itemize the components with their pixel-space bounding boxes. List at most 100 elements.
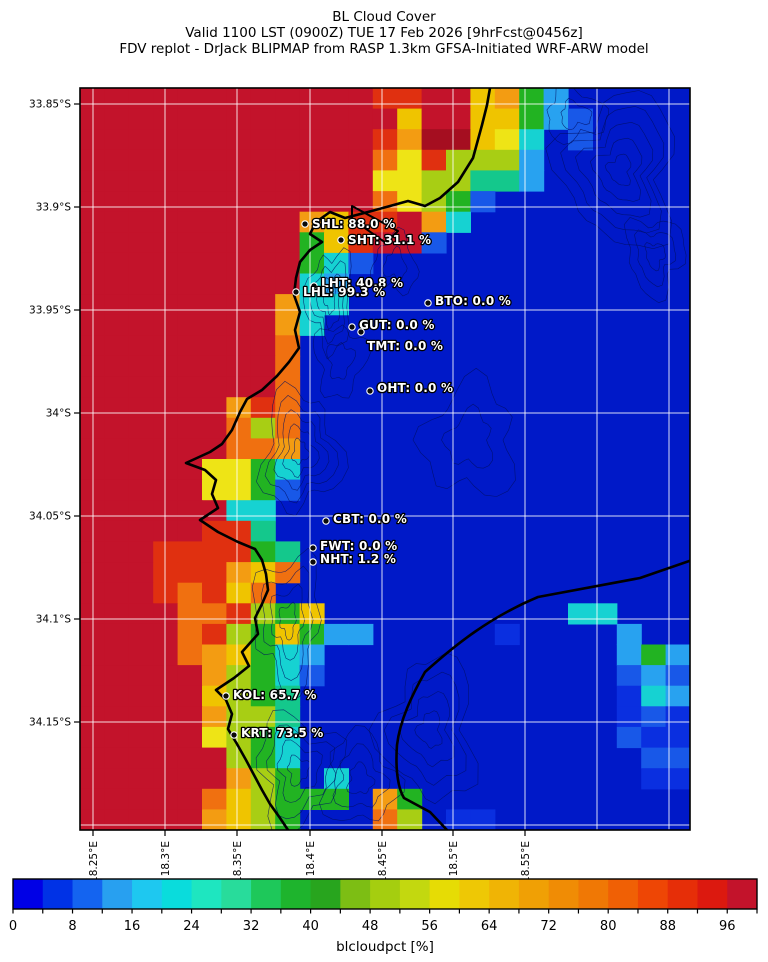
terrain-contour [260,565,314,681]
grid-cell [104,562,130,584]
grid-cell [202,623,227,646]
grid-cell [324,788,349,810]
grid-cell [153,397,179,419]
grid-cell [226,355,252,378]
grid-cell [250,129,276,151]
grid-cell [348,88,374,110]
grid-cell [104,520,130,542]
grid-cell [128,768,154,790]
grid-cell [202,726,227,749]
grid-cell [372,788,398,810]
grid-cell [202,252,227,275]
grid-cell [299,149,325,171]
terrain-contour [312,324,372,399]
grid-cell [104,500,130,522]
grid-cell [226,417,252,439]
x-tick-label: 18.4°E [305,841,317,876]
grid-cell [153,809,179,830]
grid-cell [177,314,203,336]
grid-cell [202,211,227,233]
grid-cell [641,747,667,769]
grid-cell [153,232,179,254]
grid-cell [372,108,398,130]
grid-cell [275,562,301,584]
grid-cell [397,149,423,171]
grid-cell [202,335,227,357]
grid-cell [202,397,227,419]
grid-cell [177,706,203,728]
terrain-contour [326,342,357,380]
grid-cell [226,129,252,151]
station-dot-FWT [309,544,317,552]
grid-cell [226,335,252,357]
y-tick-label: 34.1°S [36,614,72,626]
grid-cell [128,809,154,830]
grid-cell [128,706,154,728]
grid-cell [299,108,325,130]
grid-cell [348,623,374,646]
station-dot-GUT [348,323,356,331]
grid-cell [421,108,447,130]
grid-cell [226,273,252,295]
grid-cell [202,603,227,625]
map-frame [79,87,691,831]
station-label-SHT: SHT: 31.1 % [348,233,431,247]
grid-cell [226,788,252,810]
grid-cell [665,768,690,790]
grid-cell [177,355,203,378]
grid-cell [177,809,203,830]
x-tick-label: 18.5°E [448,841,460,876]
grid-cell [104,706,130,728]
grid-cell [641,726,667,749]
grid-cell [324,623,349,646]
grid-cell [128,726,154,749]
grid-cell [421,211,447,233]
grid-cell [275,603,301,625]
grid-cell [202,149,227,171]
grid-cell [494,88,520,110]
grid-cell [226,479,252,501]
grid-cell [128,582,154,604]
colorbar-segment [637,879,669,909]
grid-cell [104,314,130,336]
terrain-contour [589,137,643,202]
grid-cell [568,129,593,151]
grid-cell [250,520,276,542]
grid-cell [397,170,423,192]
grid-cell [275,397,301,419]
grid-cell [397,108,423,130]
grid-cell [250,541,276,563]
grid-cell [275,479,301,501]
grid-cell [275,438,301,460]
grid-cell [153,665,179,687]
y-tick-label: 33.9°S [36,202,72,214]
grid-cell [275,335,301,357]
grid-cell [104,603,130,625]
grid-cell [641,706,667,728]
grid-cell [104,211,130,233]
grid-cell [446,191,471,213]
colorbar-segment [221,879,252,909]
colorbar-tick-label: 88 [659,919,676,934]
terrain-contour [316,273,341,330]
grid-cell [177,149,203,171]
grid-cell [202,582,227,604]
station-labels: SHL: 88.0 % SHT: 31.1 % LHT: 40.8 %LHL: 99… [222,216,512,741]
colorbar-segment [727,879,758,909]
grid-cell [104,582,130,604]
grid-cell [421,149,447,171]
grid-cell [226,500,252,522]
colorbar-segment [399,879,431,909]
grid-cell [202,541,227,563]
grid-cell [153,252,179,275]
grid-cell [104,685,130,707]
colorbar-tick-label: 32 [243,919,260,934]
terrain-contour [269,583,306,661]
grid-cell [128,232,154,254]
grid-cell [153,479,179,501]
grid-cell [104,768,130,790]
colorbar-segment [42,879,74,909]
grid-cell [177,603,203,625]
grid-cell [275,129,301,151]
axes: 33.85°S 33.9°S 33.95°S 34°S 34.05°S 34.1°S 34.… [29,99,532,883]
